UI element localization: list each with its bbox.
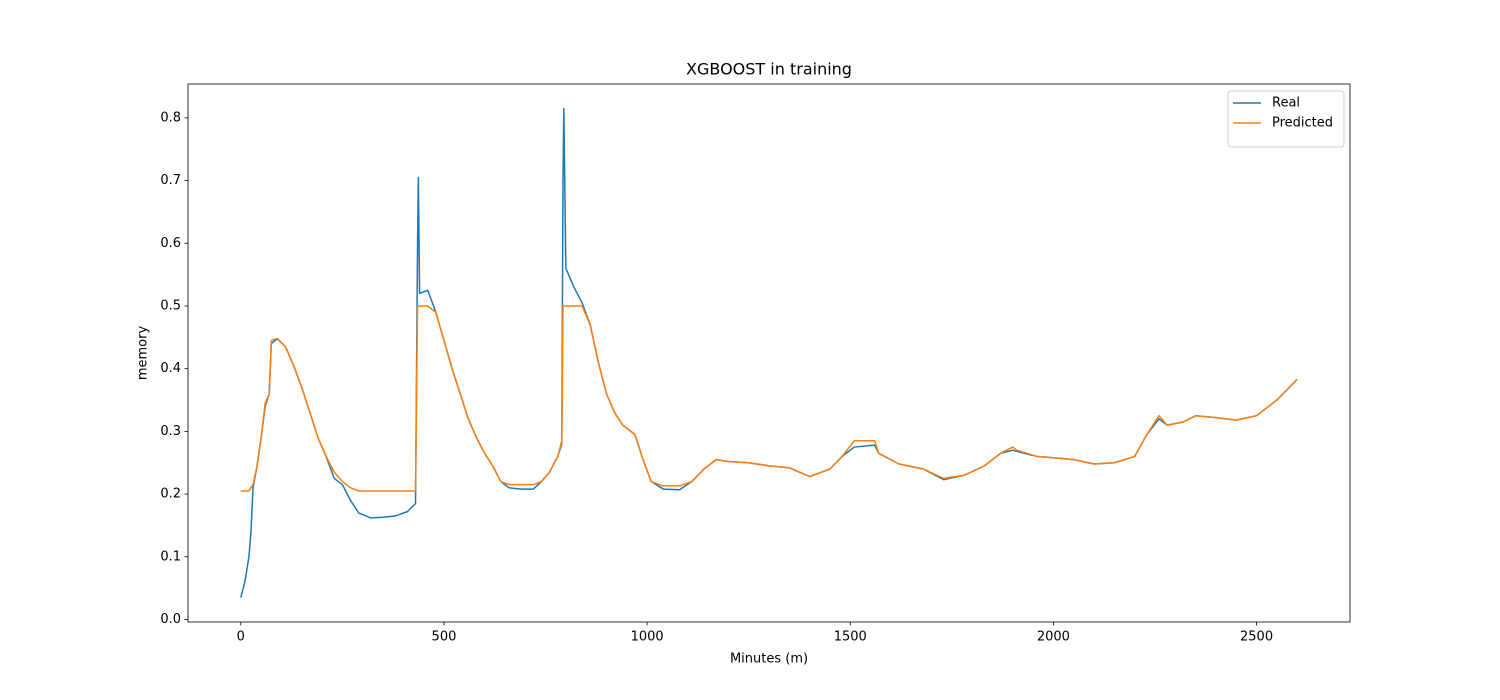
y-tick-label: 0.3 (160, 424, 181, 439)
y-tick-label: 0.1 (160, 549, 181, 564)
x-tick-label: 2500 (1240, 630, 1273, 645)
y-tick-label: 0.6 (160, 236, 181, 251)
legend-box (1227, 90, 1345, 148)
line-series (240, 305, 1298, 492)
legend-label: Predicted (1272, 116, 1333, 131)
plot-frame (187, 83, 1351, 623)
x-axis-label: Minutes (m) (730, 652, 808, 667)
chart-title: XGBOOST in training (686, 60, 852, 79)
y-tick-label: 0.2 (160, 487, 181, 502)
y-tick-label: 0.4 (160, 361, 181, 376)
x-tick-label: 2000 (1037, 630, 1070, 645)
y-tick-label: 0.7 (160, 173, 181, 188)
line-series (240, 107, 1298, 598)
x-tick-label: 0 (237, 630, 245, 645)
x-tick-label: 1500 (834, 630, 867, 645)
y-tick-label: 0.8 (160, 110, 181, 125)
x-tick-label: 500 (432, 630, 457, 645)
x-tick-label: 1000 (631, 630, 664, 645)
y-tick-label: 0.0 (160, 612, 181, 627)
legend-label: Real (1272, 96, 1300, 111)
y-axis-label: memory (136, 326, 151, 381)
y-tick-label: 0.5 (160, 298, 181, 313)
